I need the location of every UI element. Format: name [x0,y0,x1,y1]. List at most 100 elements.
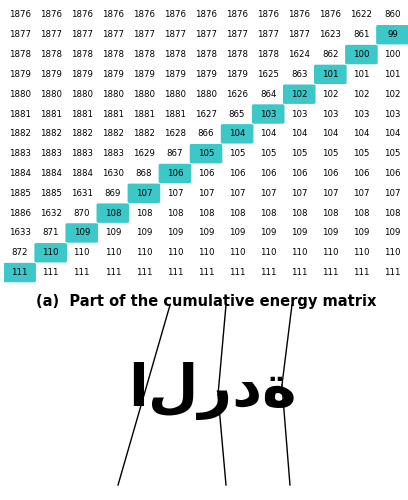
Text: 1878: 1878 [226,50,248,59]
Text: 1626: 1626 [226,90,248,98]
Text: 1882: 1882 [9,130,31,138]
Text: 1629: 1629 [133,149,155,158]
Text: 1623: 1623 [319,30,341,39]
Text: 110: 110 [73,248,90,258]
Text: 103: 103 [353,110,370,118]
Text: 1882: 1882 [133,130,155,138]
Text: 1879: 1879 [133,70,155,79]
Text: 111: 111 [135,268,152,277]
Text: 1879: 1879 [40,70,62,79]
Text: 109: 109 [384,228,401,237]
Text: 109: 109 [229,228,245,237]
Text: 860: 860 [384,10,401,20]
Text: 1877: 1877 [288,30,310,39]
Text: 111: 111 [353,268,370,277]
Text: 1632: 1632 [40,208,62,218]
FancyBboxPatch shape [190,144,222,164]
Text: 109: 109 [291,228,308,237]
FancyBboxPatch shape [252,104,284,124]
Text: 1876: 1876 [71,10,93,20]
Text: 1877: 1877 [71,30,93,39]
Text: 111: 111 [73,268,90,277]
Text: 1876: 1876 [195,10,217,20]
Text: 110: 110 [167,248,183,258]
Text: 106: 106 [229,169,245,178]
Text: 108: 108 [135,208,152,218]
Text: 872: 872 [11,248,28,258]
Text: 102: 102 [353,90,370,98]
Text: 108: 108 [322,208,339,218]
Text: 104: 104 [260,130,277,138]
Text: 1878: 1878 [195,50,217,59]
Text: 104: 104 [384,130,401,138]
Text: 100: 100 [353,50,370,59]
Text: 107: 107 [229,189,245,198]
Text: 107: 107 [322,189,339,198]
Text: 109: 109 [322,228,339,237]
Text: 109: 109 [198,228,214,237]
Text: 865: 865 [229,110,245,118]
Text: 868: 868 [135,169,152,178]
Text: 103: 103 [260,110,277,118]
Text: 1881: 1881 [133,110,155,118]
Text: 1884: 1884 [71,169,93,178]
Text: 1631: 1631 [71,189,93,198]
Text: 862: 862 [322,50,339,59]
Text: 864: 864 [260,90,277,98]
Text: 1886: 1886 [9,208,31,218]
FancyBboxPatch shape [65,223,98,242]
Text: 106: 106 [167,169,183,178]
Text: 100: 100 [384,50,401,59]
Text: 105: 105 [260,149,277,158]
Text: 108: 108 [167,208,183,218]
Text: 108: 108 [260,208,277,218]
Text: (a)  Part of the cumulative energy matrix: (a) Part of the cumulative energy matrix [36,294,376,308]
FancyBboxPatch shape [283,84,315,104]
Text: 105: 105 [229,149,245,158]
Text: 1876: 1876 [102,10,124,20]
FancyBboxPatch shape [3,263,36,282]
Text: 108: 108 [353,208,370,218]
Text: 1880: 1880 [195,90,217,98]
Text: 1876: 1876 [40,10,62,20]
Text: 105: 105 [322,149,339,158]
Text: 1878: 1878 [257,50,279,59]
Text: 1630: 1630 [102,169,124,178]
Text: 1628: 1628 [164,130,186,138]
Text: 1885: 1885 [40,189,62,198]
Text: 99: 99 [387,30,398,39]
Text: 1878: 1878 [71,50,93,59]
Text: 1877: 1877 [195,30,217,39]
Text: 1880: 1880 [102,90,124,98]
Text: 1877: 1877 [164,30,186,39]
Text: 871: 871 [42,228,59,237]
Text: 1882: 1882 [71,130,93,138]
Text: 1876: 1876 [226,10,248,20]
Text: 101: 101 [322,70,339,79]
Text: 111: 111 [291,268,308,277]
Text: 108: 108 [384,208,401,218]
Text: 111: 111 [384,268,401,277]
Text: 1883: 1883 [9,149,31,158]
Text: 1881: 1881 [40,110,62,118]
Text: 1633: 1633 [9,228,31,237]
Text: 1878: 1878 [40,50,62,59]
Text: 1878: 1878 [164,50,186,59]
FancyBboxPatch shape [34,243,67,262]
FancyBboxPatch shape [221,124,253,144]
Text: 109: 109 [260,228,276,237]
Text: 870: 870 [73,208,90,218]
Text: 106: 106 [198,169,214,178]
Text: 109: 109 [353,228,370,237]
Text: 1879: 1879 [226,70,248,79]
Text: 1622: 1622 [350,10,373,20]
Text: 104: 104 [291,130,308,138]
Text: 106: 106 [260,169,277,178]
Text: 1881: 1881 [102,110,124,118]
Text: 1877: 1877 [257,30,279,39]
Text: 104: 104 [353,130,370,138]
Text: 107: 107 [384,189,401,198]
Text: 866: 866 [198,130,214,138]
Text: 861: 861 [353,30,370,39]
Text: 1879: 1879 [164,70,186,79]
